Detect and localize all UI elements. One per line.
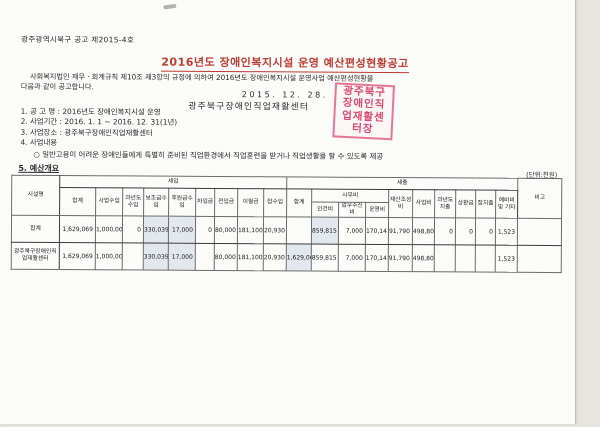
revenue-cell: 17,000 — [168, 216, 196, 244]
col-header-personnel: 인건비 — [311, 202, 339, 218]
table-row-facility: 광주북구장애인직업재활센터 1,629,069 1,000,000 330,03… — [11, 242, 562, 273]
col-header-revenue-total: 합계 — [59, 187, 96, 216]
notice-number: 광주광역시북구 공고 제2015-4호 — [21, 34, 135, 45]
col-header-remark: 비고 — [517, 178, 562, 219]
col-header-misc-expense: 잡지출 — [475, 190, 496, 219]
row-label: 광주북구장애인직업재활센터 — [11, 242, 60, 270]
col-header-operating: 운영비 — [365, 202, 389, 218]
budget-table: 시설명 세입 세출 비고 합계 사업수입 과년도수입 보조금수입 후원금수입 차… — [10, 174, 563, 274]
col-header-expense-total: 합계 — [286, 188, 312, 218]
expense-cell: 0 — [434, 217, 456, 245]
intro-line-2: 다음과 같이 공고합니다. — [20, 81, 94, 92]
revenue-cell: 330,039 — [143, 216, 169, 244]
page-title: 2016년도 장애인복지시설 운영 예산편성현황공고 — [161, 53, 409, 74]
col-header-facility: 시설명 — [11, 175, 60, 216]
col-header-business-expense: 사업비 — [412, 189, 435, 218]
revenue-cell — [122, 242, 144, 271]
col-header-business-income: 사업수입 — [95, 187, 123, 216]
revenue-cell: 20,930 — [263, 216, 287, 244]
col-header-subsidy-income: 보조금수입 — [143, 188, 169, 217]
page-content: 광주광역시북구 공고 제2015-4호 2016년도 장애인복지시설 운영 예산… — [10, 3, 563, 274]
expense-cell — [434, 244, 456, 272]
col-header-repayment: 상환금 — [455, 189, 476, 219]
col-header-carryover: 이월금 — [237, 188, 264, 217]
expense-cell: 0 — [455, 217, 476, 246]
expense-cell: 498,800 — [412, 244, 435, 272]
title-wrap: 2016년도 장애인복지시설 운영 예산편성현황공고 — [75, 50, 495, 74]
col-header-reserve-other: 예비비 및 기타 — [495, 190, 518, 219]
col-header-prior-year-expense: 과년도지출 — [434, 189, 456, 218]
expense-cell: 859,815 — [311, 244, 339, 272]
scanned-page: 광주광역시북구 공고 제2015-4호 2016년도 장애인복지시설 운영 예산… — [0, 0, 576, 424]
revenue-cell: 1,000,000 — [95, 215, 123, 243]
notice-item-list: 1. 공 고 명 : 2016년도 장애인복지시설 운영 2. 사업기간 : 2… — [20, 107, 177, 149]
revenue-cell — [195, 243, 215, 271]
budget-section-title: 5. 예산개요 — [18, 163, 60, 173]
expense-cell: 91,790 — [388, 244, 413, 272]
table-row-total: 합계 1,629,069 1,000,000 0 330,039 17,000 … — [11, 215, 562, 246]
expense-cell: 859,815 — [311, 217, 339, 245]
revenue-cell: 1,629,069 — [59, 242, 96, 270]
revenue-cell: 20,930 — [263, 243, 287, 271]
expense-cell: 91,790 — [388, 217, 413, 245]
scan-artifact-speck — [163, 3, 177, 10]
row-label: 합계 — [11, 215, 60, 243]
revenue-cell: 330,039 — [143, 243, 169, 271]
col-header-prior-year-income: 과년도수입 — [122, 187, 144, 217]
expense-cell — [475, 245, 496, 273]
revenue-cell: 17,000 — [168, 243, 196, 271]
expense-cell — [455, 244, 476, 273]
expense-cell: 0 — [475, 218, 496, 246]
expense-cell — [286, 216, 312, 245]
col-header-misc-income: 잡수입 — [263, 188, 287, 217]
business-description-bullet: ○ 일반고용이 어려운 장애인들에게 특별히 준비된 직업환경에서 직업훈련을 … — [33, 149, 384, 161]
revenue-cell: 181,100 — [237, 216, 264, 244]
group-header-office-expense: 사무비 — [311, 189, 389, 203]
list-item: 4. 사업내용 — [20, 137, 58, 147]
expense-cell: 7,000 — [338, 217, 366, 245]
remark-cell — [517, 218, 562, 246]
col-header-donation-income: 후원금수입 — [168, 188, 196, 217]
expense-cell: 7,000 — [338, 244, 366, 272]
col-header-operations-promo: 업무추진비 — [338, 202, 366, 218]
col-header-borrowings: 차입금 — [195, 188, 215, 217]
list-item: 2. 사업기간 : 2016. 1. 1 ~ 2016. 12. 31(1년) — [20, 117, 178, 128]
remark-cell — [517, 245, 562, 273]
expense-cell: 498,800 — [412, 217, 435, 245]
revenue-cell: 0 — [122, 215, 144, 244]
revenue-cell: 80,000 — [214, 216, 238, 244]
stamp-line: 터장 — [351, 122, 374, 136]
expense-cell: 1,523 — [495, 245, 518, 273]
revenue-cell: 181,100 — [237, 243, 264, 271]
official-seal-stamp: 광주북구 장애인직 업재활센 터장 — [332, 82, 396, 141]
revenue-cell: 1,629,069 — [59, 215, 96, 243]
revenue-cell: 80,000 — [214, 243, 238, 271]
col-header-transfer-in: 전입금 — [214, 188, 238, 217]
expense-cell: 1,523 — [495, 218, 518, 246]
revenue-cell: 0 — [195, 216, 215, 244]
col-header-property-formation: 재산조성비 — [388, 189, 413, 218]
expense-cell: 1,629,069 — [286, 243, 312, 272]
expense-cell: 170,141 — [365, 217, 389, 245]
expense-cell: 170,141 — [365, 244, 389, 272]
revenue-cell: 1,000,000 — [95, 242, 123, 270]
